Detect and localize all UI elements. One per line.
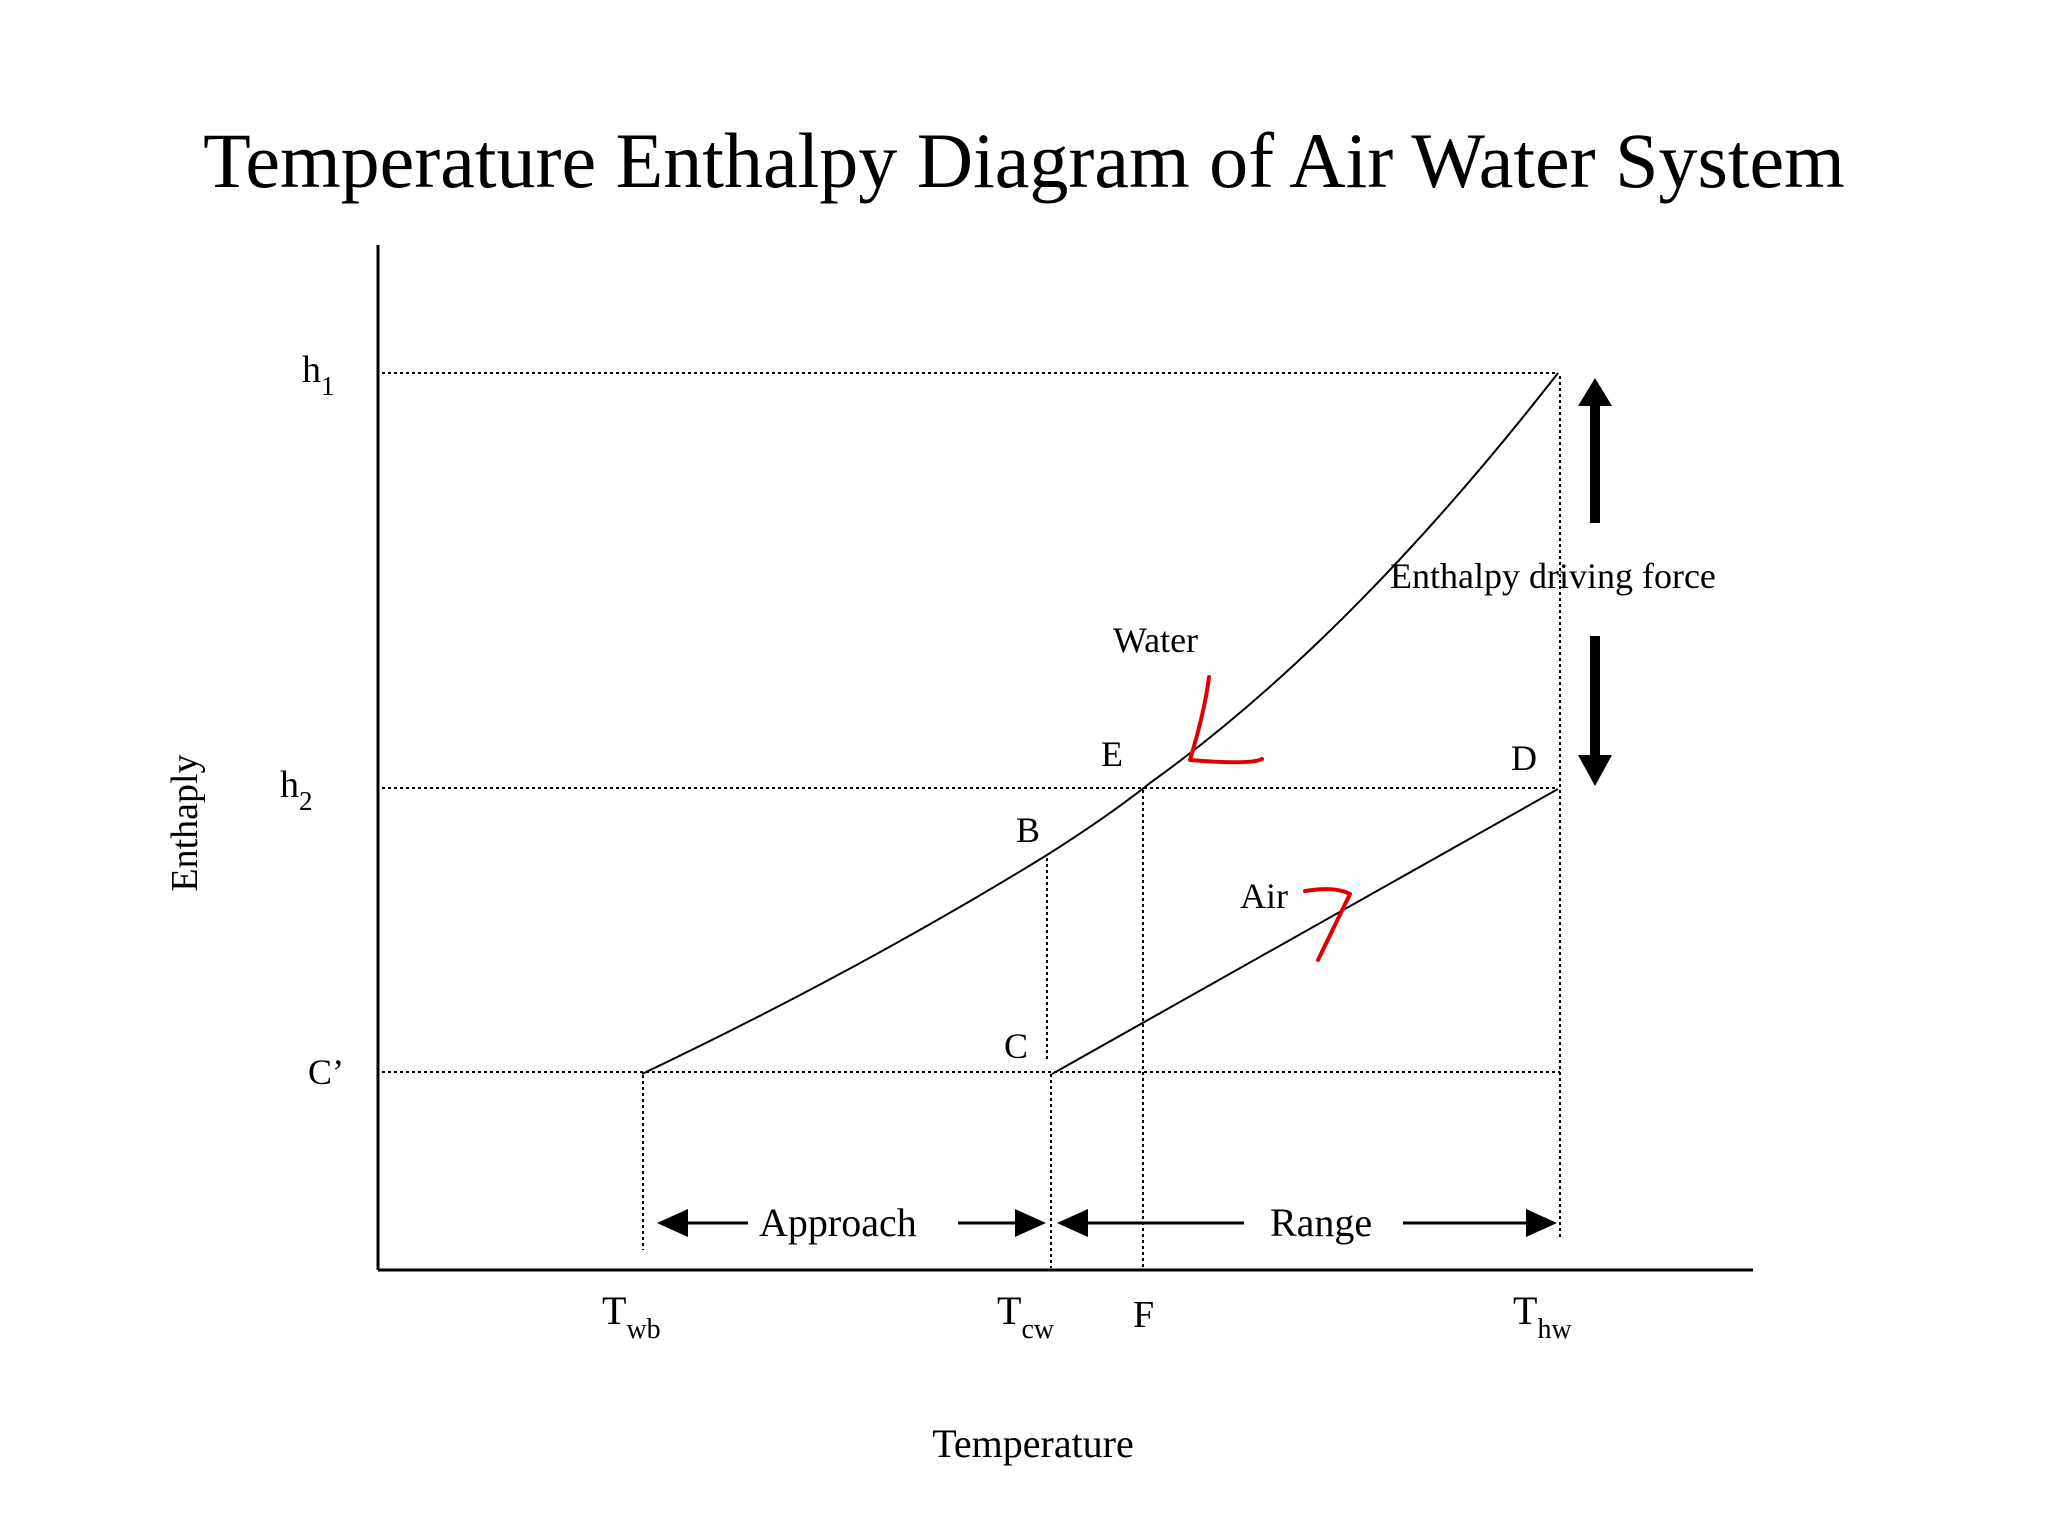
- point-d-label: D: [1511, 738, 1537, 778]
- air-handwritten-mark: [1303, 887, 1352, 962]
- air-line: [1051, 788, 1559, 1075]
- range-arrow: [1057, 1209, 1557, 1237]
- tcw-label: Tcw: [997, 1288, 1055, 1345]
- h1-label: h1: [302, 349, 335, 401]
- diagram-title: Temperature Enthalpy Diagram of Air Wate…: [203, 117, 1845, 204]
- approach-arrow: [657, 1209, 1046, 1237]
- air-curve-label: Air: [1240, 876, 1288, 916]
- x-axis-title: Temperature: [932, 1421, 1134, 1466]
- driving-force-arrow: [1578, 378, 1612, 786]
- point-e-label: E: [1101, 734, 1123, 774]
- c-prime-label: C’: [308, 1052, 344, 1092]
- thw-label: Thw: [1513, 1288, 1572, 1345]
- range-label: Range: [1270, 1200, 1372, 1245]
- point-b-label: B: [1016, 810, 1040, 850]
- water-curve-label: Water: [1113, 620, 1198, 660]
- approach-label: Approach: [759, 1200, 917, 1245]
- y-axis-title: Enthaply: [164, 754, 206, 891]
- driving-force-label: Enthalpy driving force: [1390, 556, 1716, 596]
- f-label: F: [1133, 1294, 1154, 1336]
- twb-label: Twb: [602, 1288, 661, 1345]
- point-c-label: C: [1004, 1026, 1028, 1066]
- water-handwritten-mark: [1188, 675, 1264, 765]
- h2-label: h2: [280, 764, 313, 816]
- water-curve: [641, 372, 1559, 1075]
